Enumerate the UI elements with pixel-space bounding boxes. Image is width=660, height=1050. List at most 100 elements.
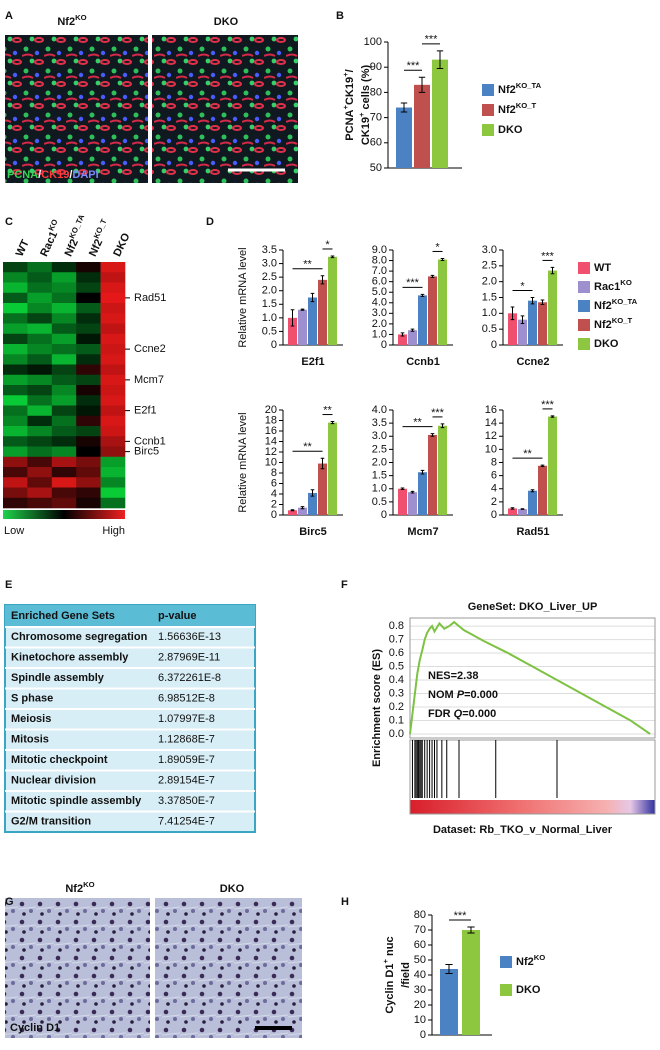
y-tick-label: 2	[271, 498, 277, 510]
bar	[428, 276, 437, 345]
heatmap-cell	[76, 333, 101, 345]
legend-label: Rac1KO	[594, 278, 632, 293]
y-tick-label: 3.0	[262, 257, 277, 269]
y-tick-label: 0	[491, 339, 497, 351]
y-tick-label: 70	[370, 112, 382, 124]
text-part: KO_TA	[67, 212, 86, 239]
significance-label: **	[323, 404, 332, 416]
annotation: FDR Q=0.000	[428, 708, 496, 720]
heatmap-cell	[76, 395, 101, 406]
gene-label: Birc5	[134, 446, 159, 458]
heatmap-cell	[51, 364, 77, 376]
text-part: cells (%)	[360, 65, 372, 113]
error-bar	[410, 328, 415, 332]
error-bar	[290, 309, 295, 327]
panel-label: G	[5, 896, 14, 908]
stain-name: PCNA	[7, 169, 38, 181]
bar	[298, 309, 307, 345]
text-part: KO_TA	[612, 297, 638, 306]
bar	[308, 492, 317, 515]
heatmap-cell	[100, 354, 126, 365]
heatmap-cell	[76, 303, 101, 314]
y-tick-label: 0	[271, 339, 277, 351]
panel-label: E	[5, 579, 12, 591]
heatmap-cell	[51, 282, 77, 294]
heatmap-cell	[3, 262, 28, 273]
error-bar	[400, 487, 405, 491]
heatmap-cell	[27, 272, 53, 283]
table-cell: 3.37850E-7	[158, 795, 215, 807]
heatmap-cell	[27, 333, 53, 345]
y-tick-label: 1.0	[482, 307, 497, 319]
heatmap-cell	[27, 477, 53, 488]
y-tick-label: 8	[491, 456, 497, 468]
text-part: +	[341, 72, 350, 77]
y-tick-label: 2.0	[482, 276, 497, 288]
y-tick-label: 50	[414, 954, 426, 966]
heatmap-cell	[100, 272, 126, 283]
heatmap-cell	[3, 323, 28, 335]
y-axis-label: Relative mRNA level	[237, 247, 249, 347]
bar	[538, 465, 547, 515]
x-axis-label: Ccne2	[516, 356, 549, 368]
heatmap-cell	[51, 303, 77, 314]
text-part: Nf2	[498, 104, 516, 116]
table-cell: 1.07997E-8	[158, 713, 215, 725]
legend-label: DKO	[594, 338, 619, 350]
y-tick-label: 8.0	[372, 254, 387, 266]
heatmap-cell	[3, 467, 28, 478]
bar	[398, 488, 407, 515]
y-axis-label: CK19+ cells (%)	[357, 65, 372, 146]
y-tick-label: 80	[414, 909, 426, 921]
y-tick-label: 2	[491, 496, 497, 508]
heatmap-cell	[3, 344, 28, 355]
table-cell: Nuclear division	[11, 775, 96, 787]
y-tick-label: 10	[485, 443, 497, 455]
y-tick-label: 0	[491, 509, 497, 521]
heatmap-cell	[100, 426, 126, 437]
heatmap-cell	[76, 262, 101, 273]
x-axis-label: Ccnb1	[406, 356, 440, 368]
y-tick-label: 8	[271, 467, 277, 479]
significance-label: **	[303, 441, 312, 453]
y-tick-label: 20	[414, 999, 426, 1011]
error-bar	[300, 506, 305, 510]
text-part: KO_T	[91, 217, 108, 240]
heatmap-cell	[100, 487, 126, 499]
heatmap-cell	[100, 313, 126, 324]
heatmap-cell	[76, 436, 101, 447]
image-title: DKO	[220, 883, 245, 895]
heatmap-cell	[100, 262, 126, 273]
y-tick-label: 6.0	[372, 276, 387, 288]
stain-name: /	[38, 169, 41, 181]
y-tick-label: 1.0	[372, 483, 387, 495]
table-frame	[4, 604, 256, 833]
heatmap-cell	[100, 282, 126, 294]
heatmap-cell	[3, 477, 28, 488]
y-tick-label: 2.0	[372, 456, 387, 468]
error-bar	[540, 464, 545, 467]
heatmap-cell	[3, 446, 28, 458]
text-part: PCNA	[344, 109, 356, 140]
table-cell: Mitosis	[11, 734, 49, 746]
y-tick-label: 9.0	[372, 244, 387, 256]
heatmap-cell	[100, 303, 126, 314]
heatmap-cell	[76, 272, 101, 283]
text-part: /field	[400, 962, 412, 988]
legend-swatch	[578, 319, 590, 331]
text-part: DKO	[516, 984, 541, 996]
heatmap-cell	[27, 487, 53, 499]
text-part: =0.000	[464, 689, 498, 701]
bar	[298, 507, 307, 515]
y-tick-label: 10	[414, 1014, 426, 1026]
bar	[328, 422, 337, 515]
heatmap-cell	[27, 415, 53, 427]
x-axis-label: Rad51	[516, 526, 549, 538]
heatmap-cell	[100, 436, 126, 447]
text-part: Rac1	[594, 281, 620, 293]
text-part: nuc	[384, 936, 396, 959]
y-tick-label: 3.5	[372, 417, 387, 429]
bar	[508, 508, 517, 515]
y-tick-label: 10	[265, 456, 277, 468]
